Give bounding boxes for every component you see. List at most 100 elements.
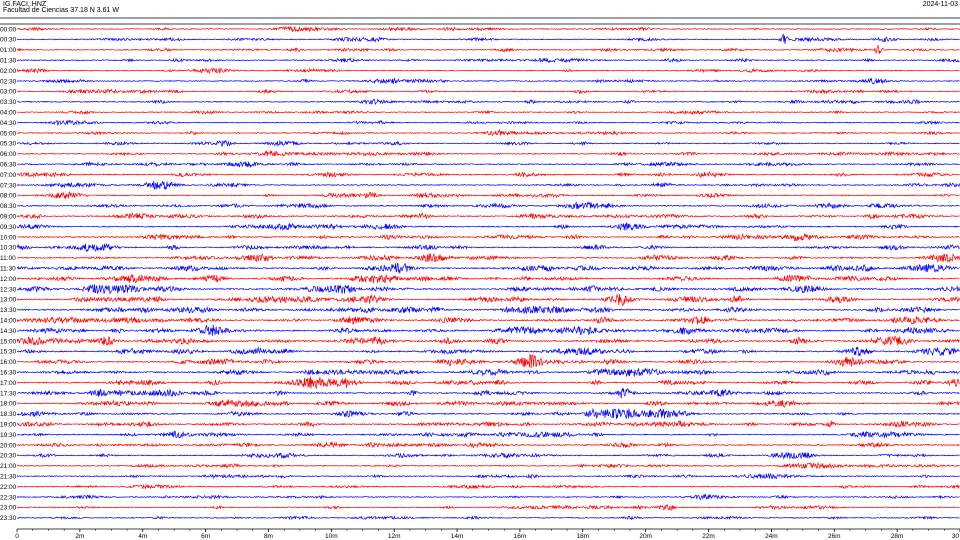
trace-row-0100 [16,44,960,55]
station-description: Facultad de Ciencias 37.18 N 3.61 W [3,7,119,14]
row-label: 17:00 [0,380,17,387]
trace-row-0130 [16,57,960,64]
row-label: 22:30 [0,494,17,501]
x-tick-label: 0 [15,533,19,540]
trace-row-1400 [16,315,960,326]
trace-row-0830 [16,201,960,210]
row-label: 00:00 [0,26,17,33]
row-label: 12:30 [0,286,17,293]
trace-row-2200 [16,483,960,490]
x-tick-label: 22m [702,533,715,540]
trace-row-0630 [17,160,960,169]
trace-row-1030 [16,243,960,252]
trace-row-0030 [16,33,960,44]
row-label: 20:00 [0,442,17,449]
row-label: 10:30 [0,245,17,252]
trace-row-2330 [16,515,960,521]
trace-row-0000 [16,25,960,33]
row-label: 19:30 [0,432,17,439]
row-label: 23:30 [0,515,17,522]
trace-row-2100 [16,462,960,470]
row-label: 15:00 [0,338,17,345]
row-label: 02:00 [0,68,17,75]
trace-row-0730 [16,180,960,190]
row-label: 18:30 [0,411,17,418]
trace-row-1630 [16,367,960,378]
trace-row-1730 [16,388,960,399]
x-tick-label: 2m [75,533,84,540]
x-tick-label: 28m [891,533,904,540]
trace-row-2130 [16,472,960,480]
x-tick-label: 24m [765,533,778,540]
row-label: 02:30 [0,78,17,85]
trace-row-1430 [16,324,960,336]
trace-row-1130 [16,262,960,274]
trace-row-0200 [16,67,960,74]
x-tick-label: 30 [952,533,960,540]
trace-row-2230 [16,493,960,501]
row-label: 03:30 [0,99,17,106]
row-label: 03:00 [0,89,17,96]
row-label: 22:00 [0,484,17,491]
row-label: 14:30 [0,328,17,335]
row-label: 08:00 [0,193,17,200]
trace-row-0330 [16,98,960,106]
trace-row-1100 [16,253,960,264]
row-label: 12:00 [0,276,17,283]
trace-row-0900 [16,212,960,220]
trace-row-2300 [16,504,960,512]
row-label: 01:00 [0,47,17,54]
row-label: 14:00 [0,318,17,325]
trace-group [16,25,960,521]
trace-row-1900 [16,420,960,429]
trace-row-1830 [16,407,960,419]
row-label: 07:00 [0,172,17,179]
trace-row-0600 [16,150,960,157]
trace-row-1700 [16,376,960,389]
trace-row-0700 [16,171,960,179]
row-label: 06:00 [0,151,17,158]
trace-row-0530 [16,139,960,148]
row-label: 19:00 [0,422,17,429]
row-label: 05:00 [0,130,17,137]
x-tick-label: 8m [264,533,273,540]
trace-row-0930 [16,222,960,231]
row-label: 21:30 [0,474,17,481]
row-label: 18:00 [0,401,17,408]
record-date: 2024-11-03 [922,1,958,8]
row-label: 09:00 [0,214,17,221]
row-label: 13:30 [0,307,17,314]
trace-row-2030 [16,451,960,460]
row-label: 08:30 [0,203,17,210]
row-label: 05:30 [0,141,17,148]
trace-row-1200 [16,273,960,284]
row-label: 17:30 [0,390,17,397]
trace-row-1500 [16,335,960,346]
x-tick-label: 6m [201,533,210,540]
trace-row-0300 [16,88,960,95]
row-label: 16:00 [0,359,17,366]
x-tick-label: 16m [514,533,527,540]
trace-row-1300 [16,293,960,306]
trace-row-1530 [16,346,960,357]
x-axis-ticks: 0 2m 4m 6m 8m 10m 12m 14m 16m 18m 20m 22m 24m 26m 28m 3… [15,529,960,540]
row-label: 13:00 [0,297,17,304]
row-label: 01:30 [0,58,17,65]
trace-row-0500 [16,129,960,136]
row-label: 15:30 [0,349,17,356]
trace-row-1000 [16,233,960,242]
x-tick-label: 20m [639,533,652,540]
x-tick-label: 12m [388,533,401,540]
row-label: 07:30 [0,182,17,189]
trace-row-1930 [16,430,960,439]
x-tick-label: 4m [138,533,147,540]
row-label: 21:00 [0,463,17,470]
row-label: 06:30 [0,162,17,169]
row-label: 00:30 [0,37,17,44]
station-code: IG.FACI..HNZ [3,1,47,8]
row-label-group: 00:00 00:30 01:00 01:30 02:00 02:30 03:00 03:30… [0,26,17,522]
row-label: 10:00 [0,234,17,241]
trace-row-0430 [16,119,960,127]
trace-row-1800 [16,399,960,408]
